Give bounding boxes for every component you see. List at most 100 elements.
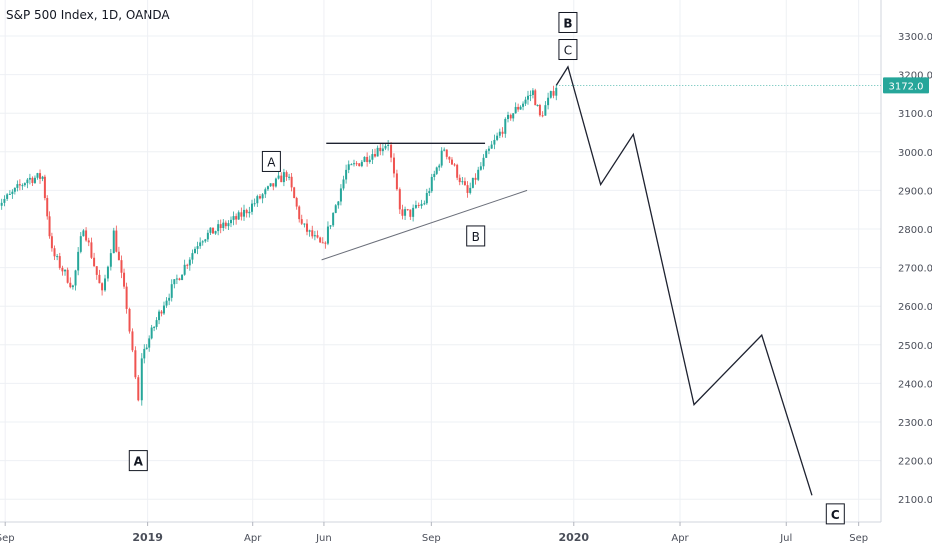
candle-body — [538, 105, 541, 116]
candle-body — [143, 348, 146, 359]
candle-body — [487, 148, 490, 151]
candle-body — [46, 198, 49, 217]
candle-body — [493, 139, 496, 145]
candle-body — [308, 230, 311, 232]
wave-label-text: A — [134, 455, 144, 469]
candle-body — [466, 185, 469, 193]
candle-body — [175, 278, 178, 280]
candle-body — [232, 216, 235, 220]
candle-body — [39, 173, 42, 179]
candle-body — [347, 164, 350, 170]
wave-label-text: C — [564, 44, 572, 58]
candle-body — [240, 212, 243, 217]
wave-label-box — [128, 450, 148, 472]
candle-body — [355, 163, 358, 165]
candle-body — [243, 209, 246, 217]
support-trendline[interactable] — [321, 189, 528, 261]
candle-body — [401, 209, 404, 216]
candle-body — [0, 202, 3, 206]
candle-body — [326, 226, 329, 244]
candle-body — [23, 183, 26, 186]
candle-body — [269, 183, 272, 187]
candle-body — [285, 172, 288, 178]
candle-body — [522, 103, 525, 107]
candle-body — [490, 144, 493, 149]
candle-body — [458, 177, 461, 183]
x-tick-label: Sep — [849, 533, 868, 544]
candle-body — [95, 266, 98, 275]
candle-body — [430, 176, 433, 192]
candle-body — [125, 286, 128, 309]
y-tick-label: 3100.0 — [898, 109, 932, 120]
wave-label-a[interactable]: A — [128, 450, 148, 472]
candle-body — [153, 326, 156, 328]
candle-body — [398, 189, 401, 210]
wave-label-a[interactable]: A — [261, 150, 281, 172]
candle-body — [438, 165, 441, 168]
x-tick-label: 2020 — [558, 531, 589, 544]
candle-body — [272, 183, 275, 187]
wave-label-c[interactable]: C — [558, 39, 578, 61]
candle-body — [183, 264, 186, 275]
candle-body — [471, 177, 474, 188]
candle-body — [280, 175, 283, 183]
candle-body — [277, 175, 280, 179]
candle-body — [131, 331, 134, 351]
wave-label-b[interactable]: B — [466, 225, 486, 247]
candle-body — [519, 106, 522, 110]
chart-title: S&P 500 Index, 1D, OANDA — [6, 8, 170, 22]
candle-body — [227, 223, 230, 227]
candle-body — [337, 201, 340, 206]
candle-body — [82, 230, 85, 237]
candle-body — [517, 106, 520, 110]
projection-path[interactable] — [555, 65, 813, 496]
candle-body — [376, 147, 379, 157]
y-tick-label: 2200.0 — [898, 457, 932, 468]
wave-label-c[interactable]: C — [825, 503, 845, 525]
candle-body — [6, 194, 9, 199]
candle-body — [531, 90, 534, 95]
candle-body — [293, 187, 296, 199]
candle-body — [381, 148, 384, 152]
candle-body — [191, 253, 194, 260]
wave-label-text: C — [831, 508, 840, 522]
y-tick-label: 2800.0 — [898, 225, 932, 236]
y-tick-label: 3300.0 — [898, 32, 932, 43]
candle-body — [186, 264, 189, 266]
y-tick-label: 2300.0 — [898, 418, 932, 429]
candle-body — [319, 237, 322, 243]
candle-body — [26, 179, 29, 184]
candle-body — [379, 147, 382, 152]
candle-body — [264, 189, 267, 195]
candle-body — [555, 87, 558, 96]
current-price-tag — [883, 77, 929, 94]
wave-label-text: B — [563, 16, 572, 30]
candle-body — [329, 225, 332, 227]
candle-body — [155, 320, 158, 327]
candle-body — [250, 203, 253, 212]
candle-body — [549, 91, 552, 98]
candle-body — [11, 191, 14, 194]
candle-body — [448, 156, 451, 160]
candle-body — [64, 269, 67, 272]
x-tick-label: Sep — [422, 533, 441, 544]
candle-body — [266, 186, 269, 190]
y-tick-label: 2500.0 — [898, 341, 932, 352]
candle-body — [313, 235, 316, 237]
y-tick-label: 3200.0 — [898, 71, 932, 82]
candle-body — [392, 157, 395, 174]
candle-body — [311, 230, 314, 237]
candle-body — [474, 177, 477, 180]
candle-body — [58, 256, 61, 268]
candle-body — [178, 278, 181, 281]
candle-body — [3, 198, 6, 203]
candle-body — [316, 235, 319, 238]
candle-body — [274, 178, 277, 187]
candle-body — [342, 179, 345, 189]
wave-label-box — [825, 503, 845, 525]
wave-label-b[interactable]: B — [558, 11, 578, 33]
y-tick-label: 2700.0 — [898, 264, 932, 275]
candle-body — [258, 196, 261, 199]
candle-body — [409, 209, 412, 217]
